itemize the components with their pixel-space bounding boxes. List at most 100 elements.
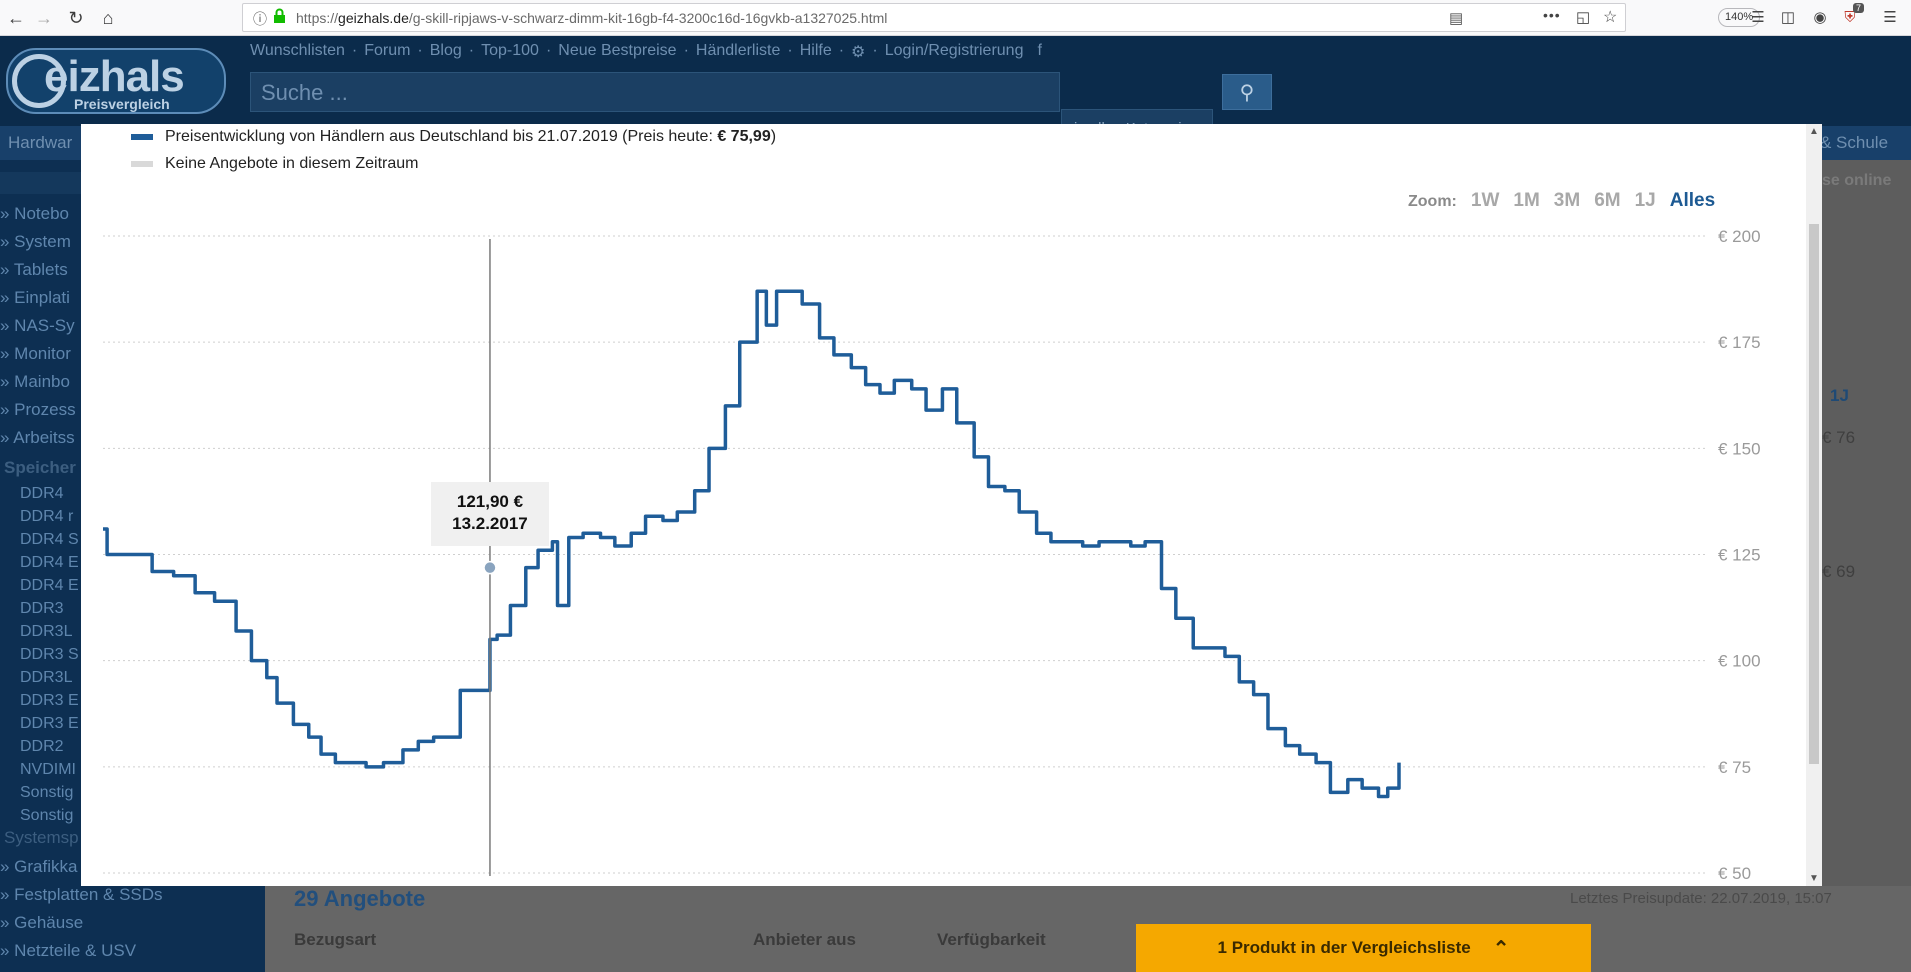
menu-icon[interactable]: ☰ bbox=[1883, 9, 1897, 26]
nav-haendlerliste[interactable]: Händlerliste bbox=[695, 42, 781, 59]
offers-title: 29 Angebote bbox=[294, 886, 426, 911]
sidebar-sub-item[interactable]: DDR3 E bbox=[20, 715, 79, 732]
modal-scrollbar[interactable]: ▲ ▼ bbox=[1806, 124, 1822, 886]
price-chart[interactable]: € 200 € 175 € 150 € 125 € 100 € 75 € 50 bbox=[81, 124, 1806, 886]
zoom-button-1w[interactable]: 1W bbox=[1470, 190, 1500, 211]
zoom-level[interactable]: 140% bbox=[1718, 8, 1761, 27]
nav-login[interactable]: Login/Registrierung bbox=[884, 42, 1024, 59]
price-point bbox=[1283, 744, 1287, 748]
sidebar-heading-systemspeicher[interactable]: Systemsp bbox=[4, 828, 79, 847]
chevron-up-icon[interactable]: ⌃ bbox=[1492, 937, 1510, 960]
legend-swatch-no-offers bbox=[131, 161, 153, 167]
price-point bbox=[1206, 646, 1210, 650]
compare-list-bar[interactable]: 1 Produkt in der Vergleichsliste ⌃ bbox=[1136, 924, 1591, 972]
price-point bbox=[849, 366, 853, 370]
extension-shield-icon[interactable]: ⛨ 7 bbox=[1838, 3, 1864, 29]
logo-subtitle: Preisvergleich bbox=[74, 96, 170, 112]
y-tick-label: € 100 bbox=[1718, 652, 1761, 671]
sidebar-heading-speicher[interactable]: Speicher bbox=[4, 458, 76, 477]
price-point bbox=[723, 404, 727, 408]
price-point bbox=[764, 323, 768, 327]
nav-wunschlisten[interactable]: Wunschlisten bbox=[250, 42, 345, 59]
forward-icon[interactable]: → bbox=[35, 7, 53, 28]
zoom-button-1m[interactable]: 1M bbox=[1513, 190, 1540, 211]
sidebar-sub-item[interactable]: DDR4 bbox=[20, 485, 64, 502]
geizhals-logo[interactable]: eizhals Preisvergleich bbox=[6, 48, 226, 114]
zoom-button-1j[interactable]: 1J bbox=[1634, 190, 1656, 211]
sidebar-sub-item[interactable]: DDR3 S bbox=[20, 646, 79, 663]
price-point bbox=[1237, 680, 1241, 684]
facebook-icon[interactable]: f bbox=[1037, 42, 1042, 59]
scroll-down-icon[interactable]: ▼ bbox=[1809, 873, 1819, 884]
price-point bbox=[275, 701, 279, 705]
scroll-up-icon[interactable]: ▲ bbox=[1809, 126, 1819, 137]
pocket-icon[interactable]: ◱ bbox=[1576, 9, 1591, 26]
nav-top100[interactable]: Top-100 bbox=[481, 42, 539, 59]
sidebar-sub-item[interactable]: Sonstig bbox=[20, 807, 74, 824]
sidebar-item-monitore[interactable]: » Monitor bbox=[0, 344, 71, 363]
info-icon[interactable]: ⓘ bbox=[253, 11, 267, 27]
sidebar-sub-item[interactable]: DDR3 bbox=[20, 600, 64, 617]
nav-forum[interactable]: Forum bbox=[364, 42, 411, 59]
price-series-line[interactable] bbox=[103, 289, 1401, 799]
reload-icon[interactable]: ↻ bbox=[68, 7, 84, 28]
logo-g-ring bbox=[12, 54, 66, 108]
sidebar-item-festplatten[interactable]: » Festplatten & SSDs bbox=[0, 885, 163, 904]
zoom-button-alles[interactable]: Alles bbox=[1669, 190, 1716, 211]
address-bar[interactable]: ⓘ https://geizhals.de/g-skill-ripjaws-v-… bbox=[242, 3, 1761, 32]
category-hardware[interactable]: Hardwar bbox=[8, 133, 73, 152]
settings-gear-icon[interactable]: ⚙ bbox=[851, 44, 866, 61]
sidebar-sub-item[interactable]: Sonstig bbox=[20, 784, 74, 801]
sidebar-sub-item[interactable]: DDR3 E bbox=[20, 692, 79, 709]
price-point bbox=[401, 748, 405, 752]
sidebar-item-mainboards[interactable]: » Mainbo bbox=[0, 372, 70, 391]
sidebar-item-prozessoren[interactable]: » Prozess bbox=[0, 400, 76, 419]
sidebar-sub-item[interactable]: DDR3L bbox=[20, 669, 73, 686]
price-point bbox=[1298, 752, 1302, 756]
sidebar-sub-item[interactable]: DDR4 E bbox=[20, 554, 79, 571]
search-input[interactable]: Suche ... in allen Kategorien ▾ bbox=[250, 72, 1213, 155]
search-button[interactable]: ⚲ bbox=[1222, 74, 1272, 110]
library-icon[interactable]: ☰ bbox=[1751, 9, 1765, 26]
zoom-button-6m[interactable]: 6M bbox=[1594, 190, 1621, 211]
sidebar-item-nas[interactable]: » NAS-Sy bbox=[0, 316, 75, 335]
home-icon[interactable]: ⌂ bbox=[102, 7, 114, 28]
sidebar-sub-item[interactable]: NVDIMI bbox=[20, 761, 76, 778]
sidebar-sub-item[interactable]: DDR3L bbox=[20, 623, 73, 640]
back-icon[interactable]: ← bbox=[7, 7, 25, 28]
price-point bbox=[1397, 761, 1401, 765]
sidebar-item-arbeitsspeicher[interactable]: » Arbeitss bbox=[0, 428, 75, 447]
price-point bbox=[416, 739, 420, 743]
sidebar-item-notebooks[interactable]: » Notebo bbox=[0, 204, 69, 223]
price-point bbox=[955, 421, 959, 425]
modal-scrollbar-thumb[interactable] bbox=[1809, 224, 1819, 764]
y-tick-label: € 150 bbox=[1718, 439, 1761, 458]
sidebar-sub-item[interactable]: DDR2 bbox=[20, 738, 64, 755]
page-actions-icon[interactable]: ••• bbox=[1543, 7, 1561, 23]
price-point bbox=[101, 527, 105, 531]
nav-hilfe[interactable]: Hilfe bbox=[799, 42, 832, 59]
price-point bbox=[550, 540, 554, 544]
bookmark-star-icon[interactable]: ☆ bbox=[1603, 9, 1618, 26]
sidebar-sub-item[interactable]: DDR4 E bbox=[20, 577, 79, 594]
sidebar-sub-item[interactable]: DDR4 S bbox=[20, 531, 79, 548]
nav-neue-bestpreise[interactable]: Neue Bestpreise bbox=[558, 42, 677, 59]
sidebar-item-einplatinen[interactable]: » Einplati bbox=[0, 288, 70, 307]
price-point bbox=[924, 408, 928, 412]
category-schule[interactable]: & Schule bbox=[1820, 133, 1889, 152]
price-peek: € 76 bbox=[1822, 428, 1856, 447]
sidebar-item-tablets[interactable]: » Tablets bbox=[0, 260, 68, 279]
sidebar-item-netzteile[interactable]: » Netzteile & USV bbox=[0, 941, 137, 960]
sync-icon[interactable]: ◉ bbox=[1813, 9, 1827, 26]
price-point bbox=[172, 574, 176, 578]
sidebar-toggle-icon[interactable]: ◫ bbox=[1780, 9, 1796, 26]
price-point bbox=[1003, 489, 1007, 493]
sidebar-sub-item[interactable]: DDR4 r bbox=[20, 508, 74, 525]
sidebar-item-systeme[interactable]: » System bbox=[0, 232, 71, 251]
sidebar-item-grafikkarten[interactable]: » Grafikka bbox=[0, 857, 78, 876]
nav-blog[interactable]: Blog bbox=[429, 42, 462, 59]
price-point bbox=[832, 353, 836, 357]
zoom-button-3m[interactable]: 3M bbox=[1553, 190, 1581, 211]
sidebar-item-gehaeuse[interactable]: » Gehäuse bbox=[0, 913, 84, 932]
reader-view-icon[interactable]: ▤ bbox=[1449, 10, 1464, 27]
